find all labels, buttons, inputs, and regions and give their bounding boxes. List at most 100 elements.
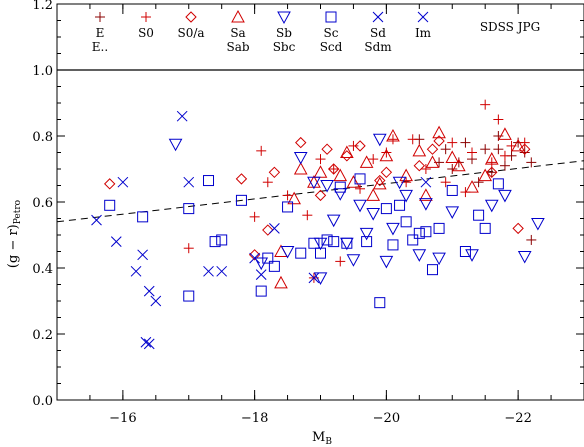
legend-item: Im (415, 11, 432, 40)
data-point (399, 168, 413, 182)
legend-label: S0/a (177, 26, 204, 40)
data-point (465, 180, 479, 193)
data-point (517, 250, 532, 264)
data-point (315, 154, 326, 165)
data-point (473, 177, 484, 188)
marker-shape (399, 168, 413, 182)
marker-shape (419, 188, 433, 201)
marker-shape (321, 234, 333, 246)
marker-stroke (372, 11, 384, 23)
data-point (209, 236, 221, 248)
data-point (413, 227, 425, 239)
legend-label-secondary: E.. (92, 40, 108, 54)
marker-shape (313, 272, 328, 285)
data-point (117, 176, 129, 188)
marker-stroke (308, 272, 320, 284)
marker-shape (511, 138, 525, 152)
data-point (104, 199, 116, 211)
data-point (419, 188, 433, 201)
data-point (446, 184, 458, 196)
marker-shape (333, 168, 348, 182)
marker-shape (274, 244, 288, 257)
data-point (216, 265, 228, 277)
data-point (440, 144, 451, 155)
marker-shape (340, 237, 354, 251)
marker-shape (334, 181, 346, 193)
marker-shape (366, 188, 381, 201)
y-axis-label-sub: Petro (13, 200, 23, 224)
data-point (420, 226, 432, 238)
data-point (295, 136, 307, 149)
data-point (465, 249, 479, 262)
marker-shape (321, 143, 333, 155)
marker-shape (392, 176, 407, 190)
reference-lines (56, 69, 584, 223)
data-point (394, 199, 406, 211)
marker-shape (484, 199, 499, 213)
marker-shape (492, 178, 504, 190)
legend-marker (417, 11, 429, 23)
data-point (420, 176, 432, 188)
data-point (499, 160, 510, 171)
data-point (327, 163, 340, 175)
x-axis-label-sub: B (325, 437, 332, 447)
marker-shape (465, 180, 479, 193)
data-point (512, 222, 524, 235)
data-point (333, 188, 348, 201)
marker-shape (354, 173, 366, 185)
data-point (326, 214, 341, 228)
marker-shape (433, 135, 445, 147)
marker-shape (262, 252, 274, 264)
marker-shape (359, 155, 374, 168)
data-point (150, 295, 162, 307)
marker-stroke (249, 252, 260, 264)
marker-shape (399, 189, 413, 203)
data-point (280, 246, 295, 259)
marker-shape (498, 127, 512, 140)
series-sb-sbc (168, 133, 545, 285)
data-point (386, 222, 400, 236)
marker-shape (346, 254, 361, 267)
data-point (341, 237, 353, 249)
data-point (340, 237, 354, 251)
marker-shape (203, 175, 215, 187)
marker-shape (209, 236, 221, 248)
legend-label: E (96, 26, 105, 40)
data-point (499, 150, 510, 161)
marker-shape (400, 216, 412, 228)
marker-stroke (255, 269, 267, 280)
data-point (392, 176, 407, 190)
data-point (333, 168, 348, 182)
marker-shape (465, 249, 479, 262)
data-point (372, 133, 387, 147)
marker-shape (473, 209, 485, 221)
x-tick-label: −22 (504, 411, 531, 426)
marker-shape (340, 145, 354, 158)
legend-label-secondary: Sab (226, 40, 249, 54)
legend-label-secondary: Sbc (273, 40, 296, 54)
data-point (493, 114, 504, 125)
marker-shape (341, 237, 353, 249)
data-point (372, 176, 387, 190)
marker-shape (248, 249, 261, 261)
marker-shape (328, 236, 340, 248)
y-axis-label: (g − r)Petro (6, 200, 23, 268)
marker-shape (413, 227, 425, 239)
data-point (511, 138, 525, 152)
data-point (374, 297, 386, 309)
data-point (143, 285, 155, 297)
marker-shape (379, 255, 394, 269)
series-s0 (183, 99, 530, 283)
marker-shape (531, 217, 545, 231)
data-point (399, 189, 413, 203)
data-point (486, 166, 498, 179)
marker-shape (293, 161, 308, 175)
data-point (235, 194, 247, 206)
data-point (354, 140, 366, 152)
marker-shape (308, 237, 320, 249)
marker-shape (380, 203, 392, 215)
marker-shape (268, 166, 281, 179)
data-point (308, 272, 320, 284)
data-point (493, 144, 504, 155)
